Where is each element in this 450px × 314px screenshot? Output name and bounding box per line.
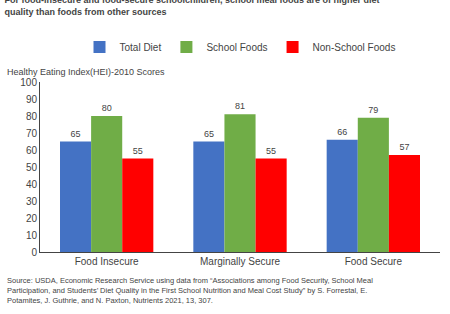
svg-text:Total Diet: Total Diet [120,42,162,53]
svg-text:65: 65 [71,129,81,139]
svg-text:81: 81 [235,101,245,111]
svg-text:80: 80 [102,103,112,113]
svg-text:55: 55 [133,146,143,156]
svg-text:79: 79 [368,105,378,115]
svg-text:Food Insecure: Food Insecure [75,256,139,267]
svg-text:65: 65 [204,129,214,139]
svg-text:Marginally Secure: Marginally Secure [200,256,280,267]
svg-text:66: 66 [337,127,347,137]
svg-text:30: 30 [26,196,38,207]
svg-text:Healthy Eating Index(HEI)-2010: Healthy Eating Index(HEI)-2010 Scores [7,67,165,77]
svg-text:50: 50 [26,162,38,173]
svg-text:90: 90 [26,94,38,105]
svg-text:Non-School Foods: Non-School Foods [313,42,396,53]
svg-text:For food-insecure and food-sec: For food-insecure and food-secure school… [5,0,380,17]
svg-text:55: 55 [266,146,276,156]
svg-text:10: 10 [26,230,38,241]
svg-text:70: 70 [26,128,38,139]
svg-text:School Foods: School Foods [206,42,267,53]
svg-text:20: 20 [26,213,38,224]
svg-text:Source: USDA, Economic Researc: Source: USDA, Economic Research Service … [7,276,373,305]
svg-text:Food Secure: Food Secure [345,256,403,267]
svg-text:60: 60 [26,145,38,156]
svg-text:0: 0 [31,247,37,258]
svg-text:100: 100 [20,77,37,88]
svg-text:80: 80 [26,111,38,122]
svg-text:57: 57 [399,142,409,152]
svg-text:40: 40 [26,179,38,190]
